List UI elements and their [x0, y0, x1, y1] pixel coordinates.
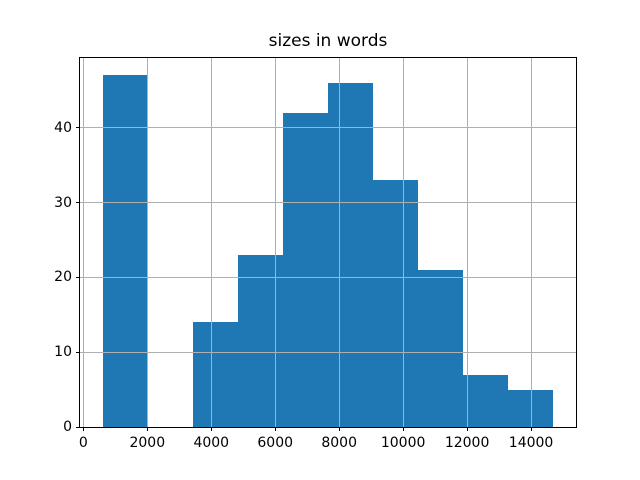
x-tick-mark — [402, 427, 404, 432]
x-gridline — [466, 57, 468, 428]
y-tick-label: 30 — [54, 194, 72, 211]
y-tick-mark — [76, 351, 80, 353]
y-tick-mark — [76, 426, 80, 428]
y-gridline — [80, 127, 576, 129]
x-gridline — [82, 57, 84, 428]
x-tick-mark — [82, 427, 84, 432]
x-tick-label: 14000 — [508, 435, 554, 452]
y-tick-mark — [76, 127, 80, 129]
histogram-bar — [282, 112, 328, 428]
x-tick-mark — [274, 427, 276, 432]
histogram-bar — [328, 82, 374, 428]
x-gridline — [530, 57, 532, 428]
histogram-bar — [192, 322, 238, 428]
x-tick-label: 6000 — [257, 435, 294, 452]
histogram-bar — [102, 75, 148, 428]
x-tick-mark — [146, 427, 148, 432]
histogram-bar — [237, 254, 283, 428]
x-gridline — [146, 57, 148, 428]
histogram-bar — [373, 180, 419, 428]
chart-title: sizes in words — [268, 31, 388, 51]
histogram-bar — [463, 374, 509, 428]
y-tick-mark — [76, 202, 80, 203]
y-tick-label: 0 — [63, 419, 72, 436]
x-tick-mark — [466, 427, 468, 432]
x-gridline — [274, 57, 276, 428]
y-gridline — [80, 351, 576, 353]
y-tick-mark — [76, 276, 80, 278]
x-tick-label: 10000 — [380, 435, 426, 452]
plot-area: 0 2000 4000 6000 8000 10000 12000 14000 0 10 20 30 4… — [54, 56, 577, 450]
histogram-bar — [418, 269, 464, 428]
x-gridline — [402, 57, 404, 428]
x-tick-label: 8000 — [321, 435, 357, 452]
y-tick-label: 40 — [54, 119, 72, 136]
y-tick-label: 10 — [54, 344, 72, 361]
x-tick-label: 0 — [78, 435, 88, 452]
x-tick-label: 12000 — [444, 435, 490, 452]
x-tick-label: 4000 — [193, 435, 230, 452]
x-tick-mark — [210, 427, 212, 432]
x-gridline — [210, 57, 212, 428]
y-gridline — [80, 202, 576, 203]
y-tick-label: 20 — [54, 269, 72, 286]
x-tick-mark — [530, 427, 532, 432]
y-gridline — [80, 276, 576, 278]
x-gridline — [338, 57, 340, 428]
x-tick-label: 2000 — [129, 435, 166, 452]
y-gridline — [80, 426, 576, 428]
x-tick-mark — [338, 427, 340, 432]
